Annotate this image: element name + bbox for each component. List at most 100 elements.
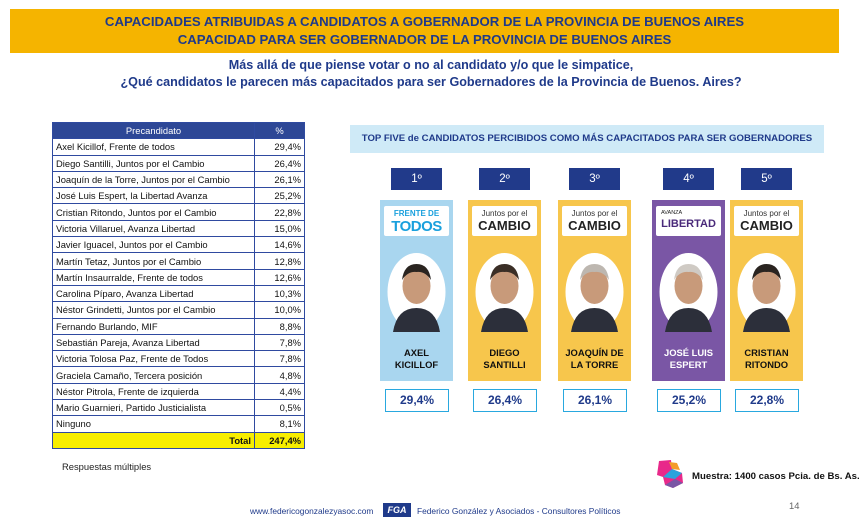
- candidate-pct: 26,1%: [254, 170, 305, 189]
- party-logo-line-1: AVANZA: [661, 210, 683, 216]
- total-pct: 247,4%: [254, 431, 305, 449]
- rank-badge-4: 4º: [663, 168, 714, 190]
- candidate-name: Graciela Camaño, Tercera posición: [52, 366, 255, 384]
- table-header-row: Precandidato %: [52, 121, 305, 140]
- fga-logo: FGA: [383, 503, 411, 517]
- candidate-name: Néstor Grindetti, Juntos por el Cambio: [52, 301, 255, 319]
- candidate-photo: [475, 252, 534, 332]
- party-logo-line-1: Juntos por el: [743, 209, 790, 218]
- candidate-card-4: AVANZA LIBERTAD JOSÉ LUIS ESPERT: [652, 200, 725, 381]
- party-logo: AVANZA LIBERTAD: [656, 206, 721, 236]
- party-logo-line-2: CAMBIO: [740, 218, 793, 233]
- candidates-table: Precandidato % Axel Kicillof, Frente de …: [52, 121, 305, 449]
- table-row: Victoria Tolosa Paz, Frente de Todos 7,8%: [52, 350, 305, 368]
- table-row: Néstor Grindetti, Juntos por el Cambio 10…: [52, 301, 305, 319]
- candidate-pct: 12,6%: [254, 268, 305, 286]
- rank-badge-1: 1º: [391, 168, 442, 190]
- candidate-photo: [737, 252, 796, 332]
- candidate-pct: 0,5%: [254, 399, 305, 417]
- table-row: Ninguno 8,1%: [52, 415, 305, 433]
- candidate-name-line-2: KICILLOF: [394, 359, 439, 370]
- party-logo: Juntos por el CAMBIO: [562, 206, 627, 236]
- top-five-title: TOP FIVE de CANDIDATOS PERCIBIDOS COMO M…: [350, 125, 824, 153]
- table-row: Mario Guarnieri, Partido Justicialista 0,…: [52, 399, 305, 417]
- table-row: Javier Iguacel, Juntos por el Cambio 14,6…: [52, 236, 305, 254]
- party-logo-line-1: Juntos por el: [481, 209, 528, 218]
- table-row: Axel Kicillof, Frente de todos 29,4%: [52, 138, 305, 156]
- candidate-pct: 26,4%: [254, 154, 305, 172]
- party-logo-line-1: Juntos por el: [571, 209, 618, 218]
- table-row: Cristian Ritondo, Juntos por el Cambio 22…: [52, 203, 305, 221]
- party-logo-line-2: TODOS: [391, 218, 442, 235]
- candidate-name: Fernando Burlando, MIF: [52, 317, 255, 335]
- footer-firm-name: Federico González y Asociados - Consulto…: [417, 506, 621, 516]
- candidate-pct: 7,8%: [254, 350, 305, 368]
- candidate-pct: 29,4%: [254, 138, 305, 156]
- candidate-pct-box-2: 26,4%: [473, 389, 537, 412]
- header-candidate: Precandidato: [52, 121, 255, 140]
- candidate-pct: 8,1%: [254, 415, 305, 433]
- candidate-pct: 10,3%: [254, 284, 305, 303]
- candidate-name: José Luis Espert, la Libertad Avanza: [52, 187, 255, 205]
- candidate-card-name: JOSÉ LUIS ESPERT: [652, 347, 725, 371]
- table-row: Graciela Camaño, Tercera posición 4,8%: [52, 366, 305, 384]
- party-logo-line-2: LIBERTAD: [661, 218, 716, 230]
- candidate-card-5: Juntos por el CAMBIO CRISTIAN RITONDO: [730, 200, 803, 381]
- candidate-card-2: Juntos por el CAMBIO DIEGO SANTILLI: [468, 200, 541, 381]
- candidate-pct-box-5: 22,8%: [735, 389, 799, 412]
- table-body: Axel Kicillof, Frente de todos 29,4% Diego…: [52, 138, 305, 449]
- candidate-pct-box-1: 29,4%: [385, 389, 449, 412]
- candidate-pct: 4,4%: [254, 382, 305, 401]
- candidate-pct: 12,8%: [254, 252, 305, 270]
- candidate-name-line-1: DIEGO: [489, 347, 520, 358]
- candidate-name-line-2: LA TORRE: [570, 359, 619, 370]
- candidate-name: Martín Insaurralde, Frente de todos: [52, 268, 255, 286]
- table-row: Martín Insaurralde, Frente de todos 12,6%: [52, 268, 305, 286]
- candidate-card-name: DIEGO SANTILLI: [468, 347, 541, 371]
- table-row: Néstor Pitrola, Frente de izquierda 4,4%: [52, 382, 305, 401]
- question-line-2: ¿Qué candidatos le parecen más capacitad…: [120, 75, 742, 89]
- footer-website-link[interactable]: www.federicogonzalezyasoc.com: [250, 506, 374, 516]
- party-logo-line-2: CAMBIO: [568, 218, 621, 233]
- candidate-card-name: JOAQUÍN DE LA TORRE: [558, 347, 631, 371]
- candidate-pct: 10,0%: [254, 301, 305, 319]
- candidate-name: Sebastián Pareja, Avanza Libertad: [52, 333, 255, 352]
- candidate-card-name: AXEL KICILLOF: [380, 347, 453, 371]
- candidate-pct-box-4: 25,2%: [657, 389, 721, 412]
- title-banner: CAPACIDADES ATRIBUIDAS A CANDIDATOS A GO…: [10, 9, 839, 53]
- banner-line-1: CAPACIDADES ATRIBUIDAS A CANDIDATOS A GO…: [104, 14, 745, 29]
- candidate-pct-box-3: 26,1%: [563, 389, 627, 412]
- candidate-name-line-2: SANTILLI: [483, 359, 526, 370]
- candidate-name: Joaquín de la Torre, Juntos por el Cambi…: [52, 170, 255, 189]
- candidate-name: Axel Kicillof, Frente de todos: [52, 138, 255, 156]
- candidate-pct: 22,8%: [254, 203, 305, 221]
- candidate-name-line-2: RITONDO: [744, 359, 789, 370]
- candidate-pct: 25,2%: [254, 187, 305, 205]
- rank-badge-2: 2º: [479, 168, 530, 190]
- candidate-pct: 4,8%: [254, 366, 305, 384]
- candidate-name: Victoria Tolosa Paz, Frente de Todos: [52, 350, 255, 368]
- candidate-pct: 14,6%: [254, 236, 305, 254]
- candidate-name-line-1: CRISTIAN: [744, 347, 789, 358]
- candidate-name: Carolina Píparo, Avanza Libertad: [52, 284, 255, 303]
- sample-size-label: Muestra: 1400 casos Pcia. de Bs. As.: [692, 471, 860, 482]
- candidate-photo: [659, 252, 718, 332]
- table-row: José Luis Espert, la Libertad Avanza 25,2…: [52, 187, 305, 205]
- candidate-pct: 7,8%: [254, 333, 305, 352]
- candidate-name-line-1: JOAQUÍN DE: [565, 347, 624, 358]
- candidate-card-1: FRENTE DE TODOS AXEL KICILLOF: [380, 200, 453, 381]
- party-logo-line-1: FRENTE DE: [393, 209, 440, 218]
- table-row: Sebastián Pareja, Avanza Libertad 7,8%: [52, 333, 305, 352]
- candidate-name: Victoria Villaruel, Avanza Libertad: [52, 219, 255, 238]
- table-row: Martín Tetaz, Juntos por el Cambio 12,8%: [52, 252, 305, 270]
- candidate-pct: 15,0%: [254, 219, 305, 238]
- candidate-name: Cristian Ritondo, Juntos por el Cambio: [52, 203, 255, 221]
- party-logo: Juntos por el CAMBIO: [472, 206, 537, 236]
- candidate-name-line-2: ESPERT: [669, 359, 708, 370]
- candidate-card-3: Juntos por el CAMBIO JOAQUÍN DE LA TORRE: [558, 200, 631, 381]
- candidate-name: Diego Santilli, Juntos por el Cambio: [52, 154, 255, 172]
- total-label: Total: [52, 431, 255, 449]
- candidate-name: Javier Iguacel, Juntos por el Cambio: [52, 236, 255, 254]
- rank-badge-3: 3º: [569, 168, 620, 190]
- table-row: Diego Santilli, Juntos por el Cambio 26,4…: [52, 154, 305, 172]
